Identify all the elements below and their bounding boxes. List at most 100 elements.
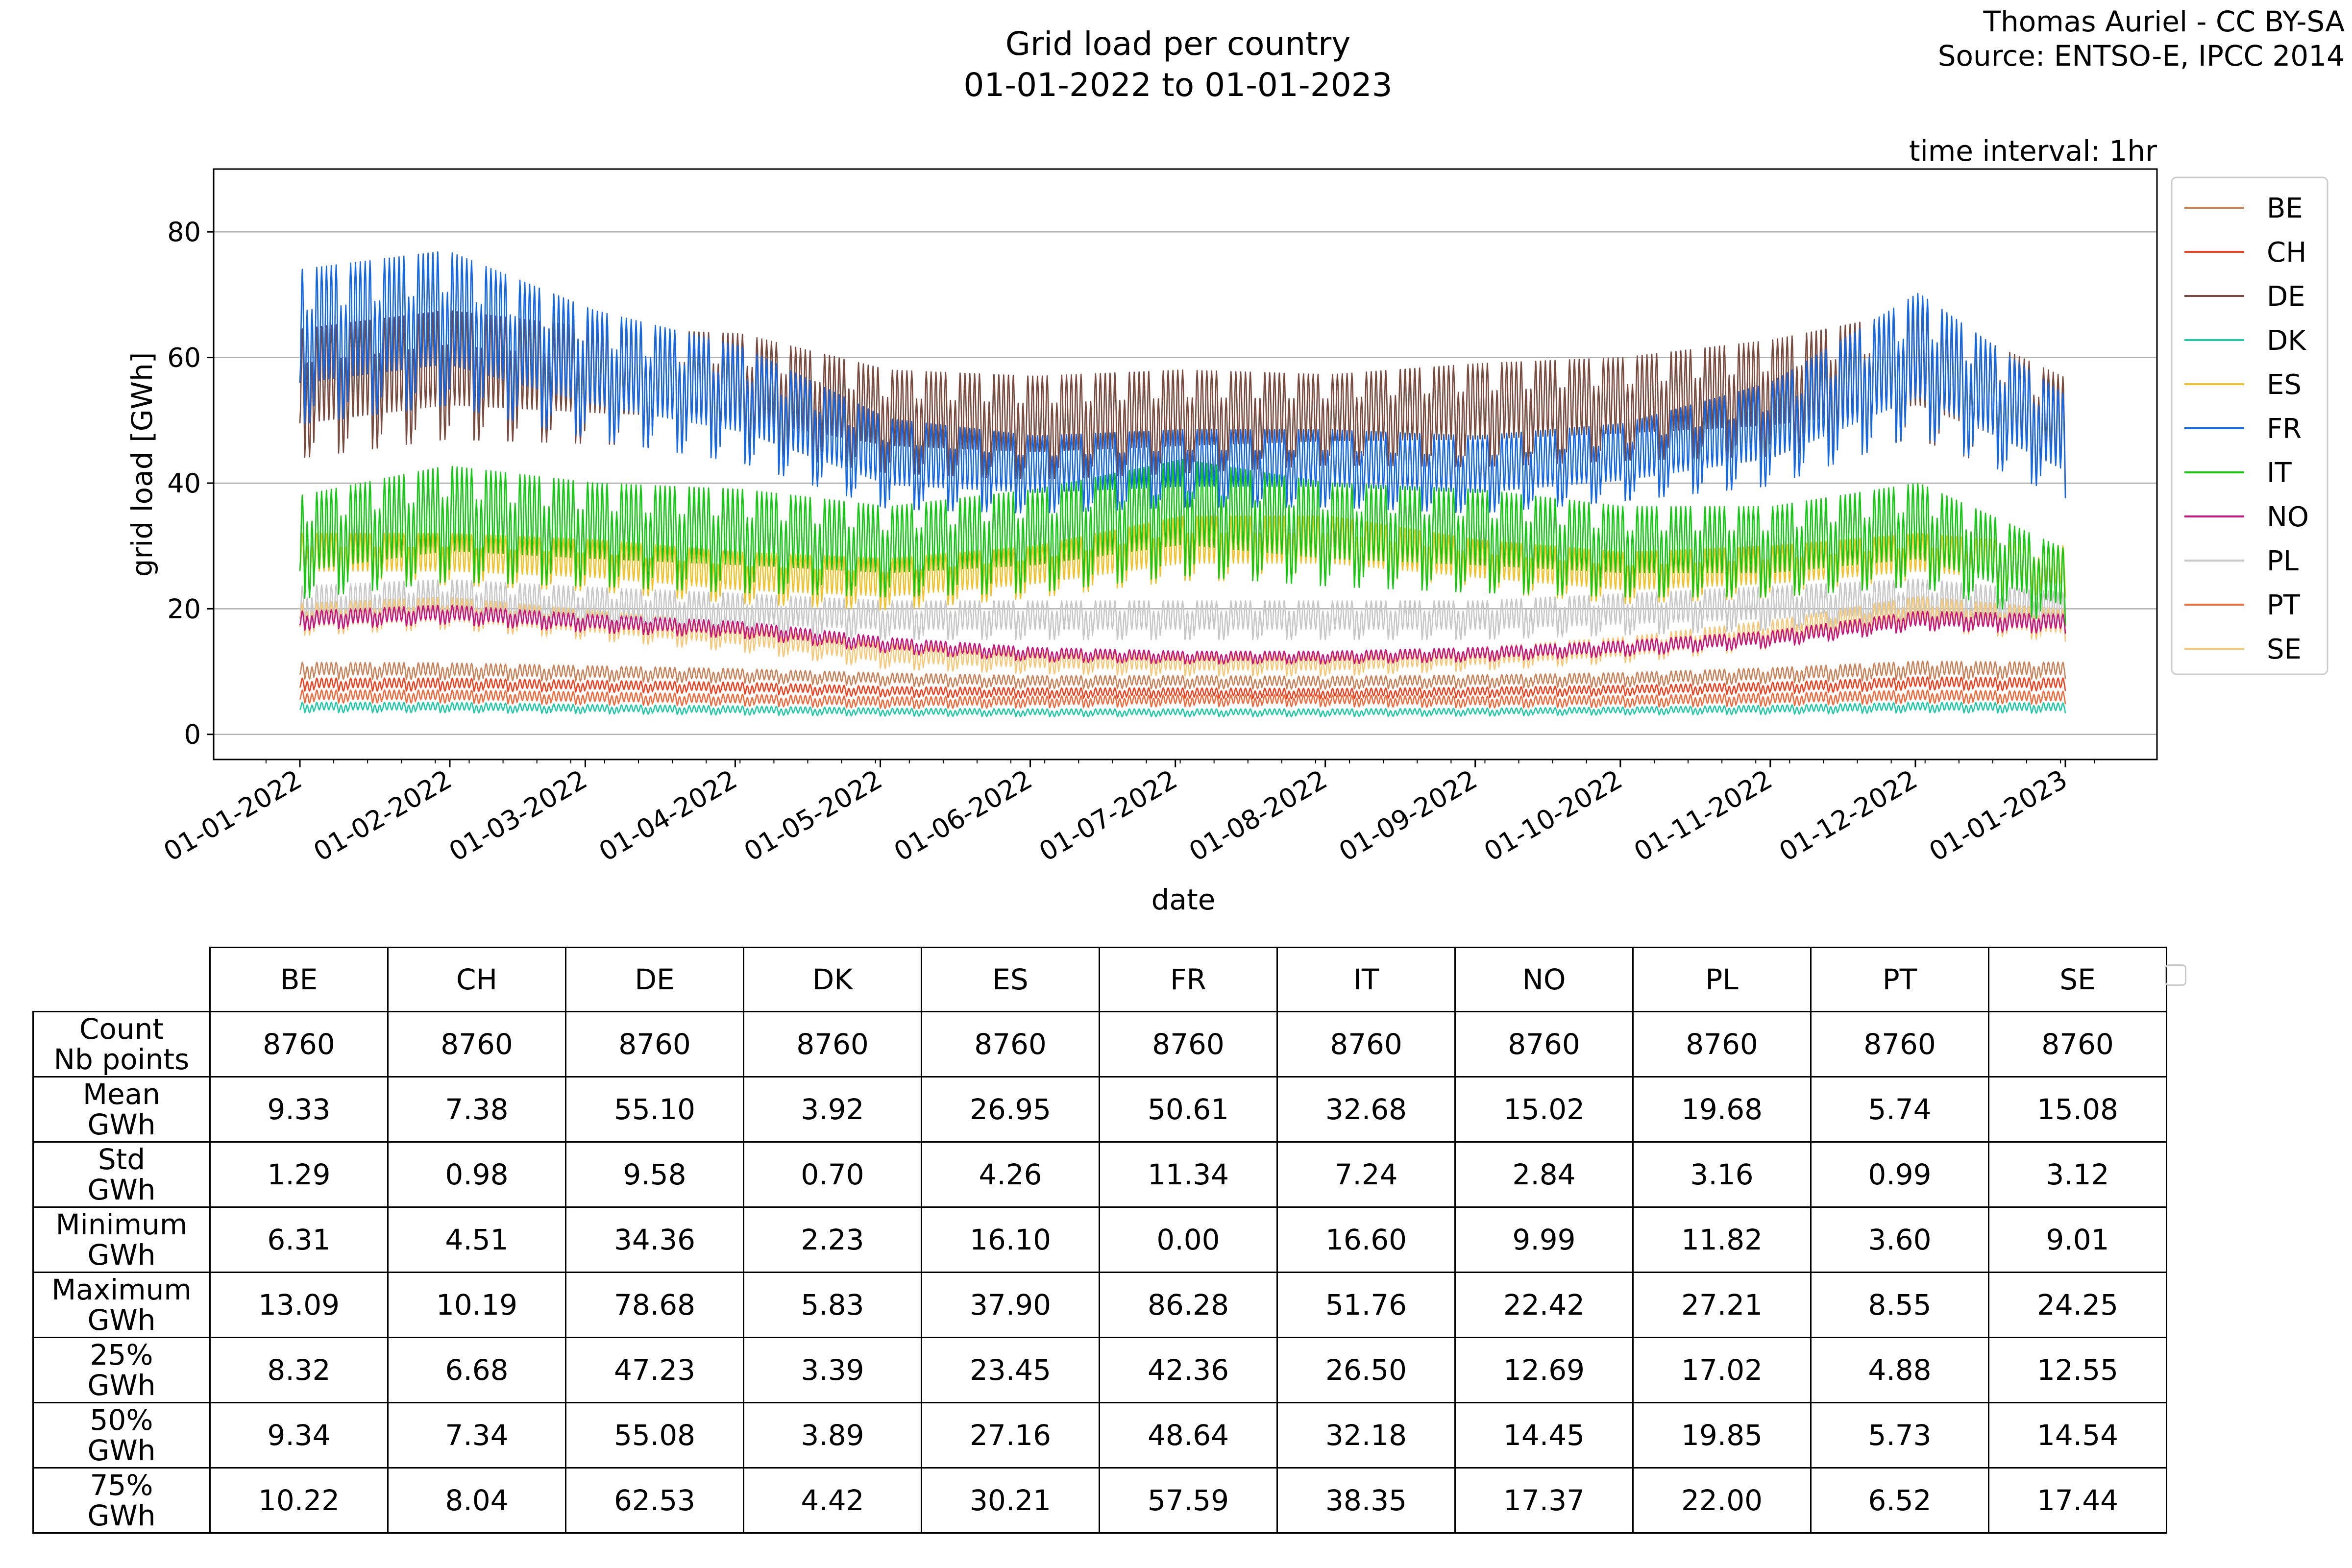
y-tick-label: 0: [184, 719, 201, 750]
stats-cell: 3.60: [1810, 1206, 1989, 1273]
stats-row-label: Count: [79, 1012, 164, 1046]
stats-cell: 4.42: [743, 1467, 922, 1534]
stats-cell: 8760: [743, 1011, 922, 1078]
stats-row: 75% GWh 10.22 8.04 62.53 4.42 30.21 57.59 38.35 1…: [32, 1467, 2167, 1534]
legend-label-DE: DE: [2267, 281, 2305, 313]
series-line-PL: [299, 578, 2066, 640]
stats-row-unit: GWh: [87, 1303, 156, 1337]
series-line-IT: [299, 459, 2066, 627]
stats-cell: 0.98: [387, 1141, 566, 1208]
stats-col-header-BE: BE: [209, 947, 389, 1012]
legend-label-CH: CH: [2267, 237, 2306, 269]
stats-row-header: 50% GWh: [32, 1402, 211, 1469]
stats-cell: 3.16: [1632, 1141, 1812, 1208]
stats-row-unit: GWh: [87, 1369, 156, 1402]
stats-cell: 78.68: [565, 1272, 744, 1338]
stats-row-unit: GWh: [87, 1434, 156, 1467]
stats-cell: 8760: [1632, 1011, 1812, 1078]
chart-title: Grid load per country: [1005, 25, 1351, 63]
stats-cell: 8760: [387, 1011, 566, 1078]
stats-cell: 12.55: [1988, 1337, 2167, 1403]
x-tick-label: 01-12-2022: [1774, 764, 1922, 867]
legend-label-SE: SE: [2267, 634, 2302, 665]
stats-row-label: Mean: [82, 1078, 161, 1111]
stats-cell: 42.36: [1099, 1337, 1278, 1403]
stats-cell: 8760: [209, 1011, 389, 1078]
stats-row-header: 75% GWh: [32, 1467, 211, 1534]
y-axis: 0 20 40 60 80: [167, 217, 214, 750]
stats-cell: 10.22: [209, 1467, 389, 1534]
stats-cell: 19.68: [1632, 1076, 1812, 1143]
stats-cell: 26.95: [921, 1076, 1100, 1143]
stats-cell: 22.42: [1454, 1272, 1634, 1338]
stats-cell: 9.34: [209, 1402, 389, 1469]
stats-col-header-FR: FR: [1099, 947, 1278, 1012]
stats-col-header-PL: PL: [1632, 947, 1812, 1012]
x-tick-label: 01-07-2022: [1034, 764, 1182, 867]
stats-cell: 15.02: [1454, 1076, 1634, 1143]
stats-cell: 37.90: [921, 1272, 1100, 1338]
stats-row-header: 25% GWh: [32, 1337, 211, 1403]
x-tick-label: 01-03-2022: [444, 764, 592, 867]
stats-cell: 0.99: [1810, 1141, 1989, 1208]
stats-cell: 55.08: [565, 1402, 744, 1469]
stats-cell: 17.44: [1988, 1467, 2167, 1534]
stats-cell: 11.34: [1099, 1141, 1278, 1208]
credit-source: Source: ENTSO-E, IPCC 2014: [1938, 39, 2345, 73]
legend-label-BE: BE: [2267, 193, 2303, 224]
stats-cell: 16.60: [1276, 1206, 1456, 1273]
stats-row-unit: GWh: [87, 1238, 156, 1272]
stats-row-unit: GWh: [87, 1108, 156, 1141]
stats-cell: 3.12: [1988, 1141, 2167, 1208]
legend-label-FR: FR: [2267, 413, 2302, 445]
stats-cell: 48.64: [1099, 1402, 1278, 1469]
stats-cell: 8.32: [209, 1337, 389, 1403]
stats-cell: 50.61: [1099, 1076, 1278, 1143]
legend-label-IT: IT: [2267, 457, 2292, 489]
stats-cell: 4.88: [1810, 1337, 1989, 1403]
stats-cell: 6.68: [387, 1337, 566, 1403]
stats-row-label: Std: [98, 1143, 146, 1176]
stats-body: Count Nb points 8760 8760 8760 8760 8760 8760 87…: [32, 1011, 2167, 1534]
series-line-DK: [299, 702, 2066, 717]
table-legend-box: [2165, 964, 2186, 986]
stats-row: 50% GWh 9.34 7.34 55.08 3.89 27.16 48.64 32.18 14…: [32, 1402, 2167, 1469]
stats-col-header-CH: CH: [387, 947, 566, 1012]
stats-cell: 47.23: [565, 1337, 744, 1403]
stats-row-header: Count Nb points: [32, 1011, 211, 1078]
time-interval-annotation: time interval: 1hr: [1909, 134, 2157, 168]
series-line-CH: [299, 676, 2066, 700]
stats-row-header: Maximum GWh: [32, 1272, 211, 1338]
legend: BE CH DE DK ES FR IT NO PL PT SE: [2184, 193, 2309, 665]
stats-cell: 1.29: [209, 1141, 389, 1208]
stats-cell: 9.01: [1988, 1206, 2167, 1273]
x-tick-label: 01-01-2023: [1924, 764, 2072, 867]
x-tick-label: 01-10-2022: [1479, 764, 1627, 867]
stats-cell: 19.85: [1632, 1402, 1812, 1469]
series-line-ES: [299, 515, 2066, 611]
stats-cell: 6.31: [209, 1206, 389, 1273]
stats-cell: 11.82: [1632, 1206, 1812, 1273]
stats-header-row: BE CH DE DK ES FR IT NO PL PT SE: [33, 947, 2167, 1012]
stats-cell: 23.45: [921, 1337, 1100, 1403]
stats-cell: 3.89: [743, 1402, 922, 1469]
stats-row-header: Std GWh: [32, 1141, 211, 1208]
series-line-BE: [299, 661, 2066, 690]
x-tick-label: 01-11-2022: [1629, 764, 1777, 867]
stats-row-label: Minimum: [55, 1208, 188, 1241]
x-tick-label: 01-02-2022: [308, 764, 457, 867]
chart-subtitle: 01-01-2022 to 01-01-2023: [963, 66, 1392, 104]
stats-row-header: Minimum GWh: [32, 1206, 211, 1273]
series-line-FR: [299, 251, 2066, 514]
series-line-NO: [299, 604, 2066, 665]
stats-cell: 10.19: [387, 1272, 566, 1338]
stats-cell: 2.23: [743, 1206, 922, 1273]
stats-cell: 8760: [1276, 1011, 1456, 1078]
stats-cell: 17.02: [1632, 1337, 1812, 1403]
stats-cell: 8760: [565, 1011, 744, 1078]
y-tick-label: 80: [167, 217, 201, 247]
stats-cell: 57.59: [1099, 1467, 1278, 1534]
stats-col-header-IT: IT: [1276, 947, 1456, 1012]
